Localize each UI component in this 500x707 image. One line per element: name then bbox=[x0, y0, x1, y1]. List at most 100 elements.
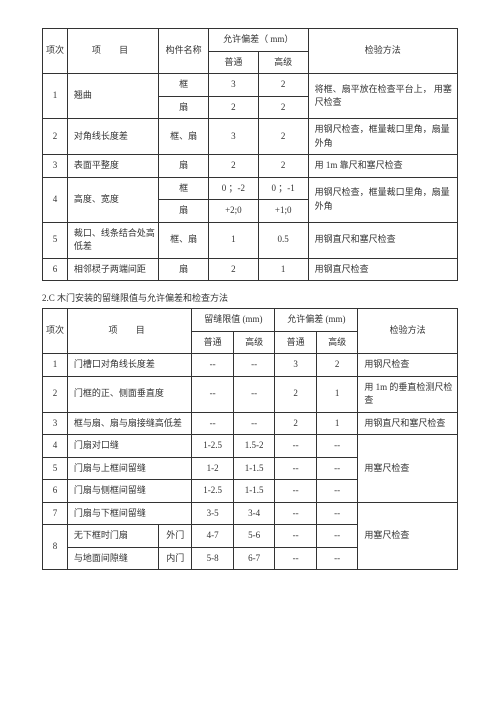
cell: 0 ；-2 bbox=[208, 177, 258, 200]
cell: 1-2.5 bbox=[192, 480, 234, 503]
th-seq: 项次 bbox=[43, 309, 68, 354]
cell: 3-5 bbox=[192, 502, 234, 525]
cell: -- bbox=[192, 412, 234, 435]
cell: -- bbox=[192, 354, 234, 377]
cell: 5 bbox=[43, 222, 68, 258]
cell: 门扇与下框间留缝 bbox=[67, 502, 191, 525]
cell: 内门 bbox=[159, 547, 192, 570]
cell: 6-7 bbox=[233, 547, 275, 570]
cell: -- bbox=[275, 457, 317, 480]
cell: 6 bbox=[43, 480, 68, 503]
cell: 2 bbox=[43, 376, 68, 412]
cell: 3 bbox=[275, 354, 317, 377]
cell: 1-2.5 bbox=[192, 435, 234, 458]
cell: 扇 bbox=[159, 96, 209, 119]
th-tol: 允许偏差 (mm) bbox=[275, 309, 358, 332]
cell: 无下框时门扇 bbox=[67, 525, 158, 548]
cell: 外门 bbox=[159, 525, 192, 548]
cell: 5 bbox=[43, 457, 68, 480]
cell: 2 bbox=[208, 258, 258, 281]
cell: 3 bbox=[208, 74, 258, 97]
th-seq: 项次 bbox=[43, 29, 68, 74]
cell: 1 bbox=[208, 222, 258, 258]
cell: 1 bbox=[258, 258, 308, 281]
cell: 门扇对口缝 bbox=[67, 435, 191, 458]
cell: -- bbox=[316, 480, 358, 503]
cell: 2 bbox=[258, 96, 308, 119]
cell: 2 bbox=[275, 412, 317, 435]
cell: 1 bbox=[316, 412, 358, 435]
cell: 与地面间隙缝 bbox=[67, 547, 158, 570]
th-ord: 普通 bbox=[192, 331, 234, 354]
cell: 4-7 bbox=[192, 525, 234, 548]
th-method: 检验方法 bbox=[358, 309, 458, 354]
cell: 框 bbox=[159, 177, 209, 200]
cell: 0 ；-1 bbox=[258, 177, 308, 200]
cell: 7 bbox=[43, 502, 68, 525]
th-ordinary: 普通 bbox=[208, 51, 258, 74]
cell: -- bbox=[233, 412, 275, 435]
cell: -- bbox=[275, 480, 317, 503]
cell: -- bbox=[275, 547, 317, 570]
cell: 0.5 bbox=[258, 222, 308, 258]
cell: -- bbox=[316, 525, 358, 548]
cell: 1 bbox=[43, 354, 68, 377]
cell: 框 bbox=[159, 74, 209, 97]
th-item: 项 目 bbox=[67, 29, 158, 74]
cell: -- bbox=[275, 435, 317, 458]
cell: -- bbox=[316, 435, 358, 458]
cell: 用钢尺检查，框量裁口里角，扇量外角 bbox=[308, 119, 457, 155]
th-item: 项 目 bbox=[67, 309, 191, 354]
cell: 1-2 bbox=[192, 457, 234, 480]
th-high: 高级 bbox=[233, 331, 275, 354]
th-high: 高级 bbox=[316, 331, 358, 354]
table-1: 项次 项 目 构件名称 允许偏差（ mm） 检验方法 普通 高级 1 翘曲 框 … bbox=[42, 28, 458, 281]
cell: 高度、宽度 bbox=[67, 177, 158, 222]
cell: 1 bbox=[316, 376, 358, 412]
cell: -- bbox=[275, 525, 317, 548]
th-high: 高级 bbox=[258, 51, 308, 74]
cell: -- bbox=[316, 502, 358, 525]
cell: 2 bbox=[275, 376, 317, 412]
cell: 6 bbox=[43, 258, 68, 281]
cell: 2 bbox=[43, 119, 68, 155]
cell: 裁口、线条结合处高低差 bbox=[67, 222, 158, 258]
cell: 3 bbox=[43, 155, 68, 178]
cell: -- bbox=[233, 354, 275, 377]
cell: 用钢直尺检查 bbox=[308, 258, 457, 281]
cell: +1;0 bbox=[258, 200, 308, 223]
cell: 门扇与侧框间留缝 bbox=[67, 480, 191, 503]
th-method: 检验方法 bbox=[308, 29, 457, 74]
cell: 用钢尺检查，框量裁口里角，扇量外角 bbox=[308, 177, 457, 222]
cell: 用钢直尺和塞尺检查 bbox=[308, 222, 457, 258]
cell: 2 bbox=[208, 155, 258, 178]
cell: 5-6 bbox=[233, 525, 275, 548]
cell: 扇 bbox=[159, 155, 209, 178]
cell: 用 1m 靠尺和塞尺检查 bbox=[308, 155, 457, 178]
cell: 门框的正、侧面垂直度 bbox=[67, 376, 191, 412]
cell: 框与扇、扇与扇接缝高低差 bbox=[67, 412, 191, 435]
cell: 2 bbox=[258, 155, 308, 178]
cell: 扇 bbox=[159, 200, 209, 223]
th-gap: 留缝限值 (mm) bbox=[192, 309, 275, 332]
cell: 2 bbox=[316, 354, 358, 377]
cell: 1 bbox=[43, 74, 68, 119]
cell: 4 bbox=[43, 435, 68, 458]
caption-2c: 2.C 木门安装的留缝限值与允许偏差和检查方法 bbox=[42, 291, 458, 304]
cell: 1-1.5 bbox=[233, 457, 275, 480]
cell: 2 bbox=[258, 119, 308, 155]
cell: 对角线长度差 bbox=[67, 119, 158, 155]
cell: 2 bbox=[258, 74, 308, 97]
cell: -- bbox=[233, 376, 275, 412]
cell: 框、扇 bbox=[159, 119, 209, 155]
cell: 1.5-2 bbox=[233, 435, 275, 458]
cell: 门扇与上框间留缝 bbox=[67, 457, 191, 480]
cell: -- bbox=[192, 376, 234, 412]
cell: 用钢尺检查 bbox=[358, 354, 458, 377]
table-2: 项次 项 目 留缝限值 (mm) 允许偏差 (mm) 检验方法 普通 高级 普通… bbox=[42, 308, 458, 570]
cell: 将框、扇平放在检查平台上， 用塞尺检查 bbox=[308, 74, 457, 119]
cell: 扇 bbox=[159, 258, 209, 281]
cell: 表面平整度 bbox=[67, 155, 158, 178]
cell: 相邻棂子两端间距 bbox=[67, 258, 158, 281]
cell: 1-1.5 bbox=[233, 480, 275, 503]
